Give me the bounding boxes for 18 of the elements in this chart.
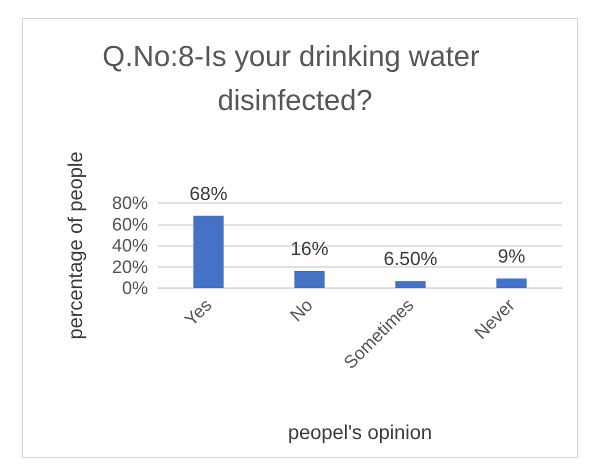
- data-label: 9%: [498, 246, 526, 268]
- x-tick-label: Yes: [180, 294, 216, 330]
- y-tick-label: 0%: [122, 278, 148, 298]
- y-tick-label: 60%: [112, 214, 148, 234]
- bar: [395, 281, 426, 288]
- data-label: 6.50%: [384, 249, 438, 270]
- data-label: 68%: [189, 184, 228, 205]
- y-tick-label: 40%: [112, 236, 148, 256]
- y-tick-label: 80%: [112, 193, 148, 213]
- bar: [193, 216, 224, 288]
- x-tick-label: No: [286, 294, 317, 326]
- y-tick-label: 20%: [112, 256, 148, 277]
- x-axis-title: peopel's opinion: [288, 422, 432, 444]
- y-axis-title: percentage of people: [65, 152, 87, 340]
- chart-title: Q.No:8-Is your drinking water disinfected?: [102, 41, 488, 117]
- bar: [294, 271, 325, 288]
- data-label: 16%: [290, 239, 329, 260]
- bar: [496, 278, 527, 288]
